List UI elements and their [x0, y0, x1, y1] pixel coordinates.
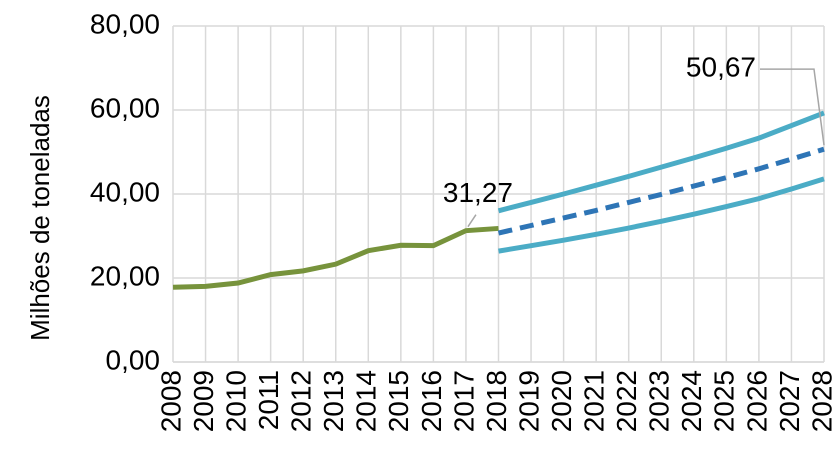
x-tick-label: 2013: [318, 370, 349, 432]
series-line: [497, 110, 825, 214]
x-tick-label: 2028: [806, 370, 837, 432]
x-tick-label: 2022: [611, 370, 642, 432]
data-label: 50,67: [686, 52, 756, 83]
x-tick-label: 2023: [644, 370, 675, 432]
x-tick-label: 2026: [741, 370, 772, 432]
x-tick-label: 2025: [709, 370, 740, 432]
x-tick-label: 2018: [481, 370, 512, 432]
y-tick-label: 80,00: [90, 8, 160, 39]
x-tick-label: 2014: [351, 370, 382, 432]
x-tick-label: 2012: [286, 370, 317, 432]
y-tick-label: 20,00: [90, 260, 160, 291]
x-tick-label: 2021: [579, 370, 610, 432]
series-line: [497, 146, 825, 236]
x-tick-label: 2016: [416, 370, 447, 432]
leader-line: [760, 68, 825, 146]
x-tick-label: 2008: [155, 370, 186, 432]
y-tick-label: 40,00: [90, 176, 160, 207]
x-tick-label: 2011: [253, 370, 284, 430]
series-line: [498, 176, 825, 254]
leader-line: [467, 214, 477, 228]
x-tick-label: 2010: [220, 370, 251, 432]
y-axis-label: Milhões de toneladas: [25, 95, 55, 341]
x-tick-label: 2020: [546, 370, 577, 432]
x-tick-label: 2017: [448, 370, 479, 432]
x-tick-label: 2024: [676, 370, 707, 432]
x-tick-label: 2009: [188, 370, 219, 432]
x-tick-label: 2015: [383, 370, 414, 432]
x-tick-label: 2019: [513, 370, 544, 432]
y-tick-label: 60,00: [90, 92, 160, 123]
x-tick-label: 2027: [774, 370, 805, 432]
y-tick-label: 0,00: [106, 344, 161, 375]
series-line: [172, 225, 499, 290]
data-label: 31,27: [443, 177, 513, 208]
